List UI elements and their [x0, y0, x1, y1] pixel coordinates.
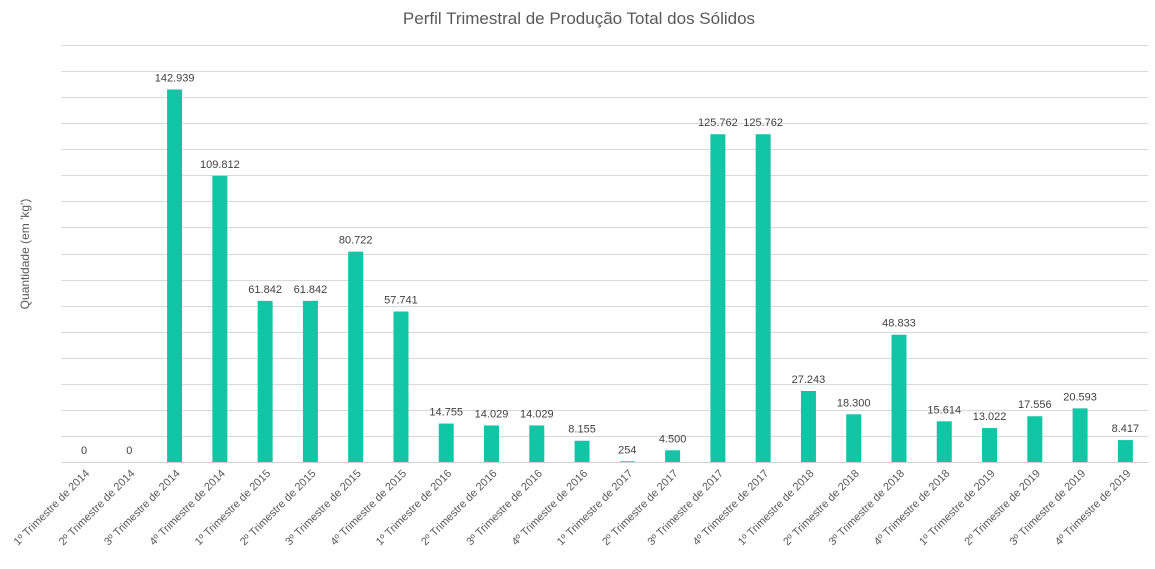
x-tick-label: 4º Trimestre de 2015: [329, 468, 410, 549]
x-tick-label: 4º Trimestre de 2018: [872, 468, 953, 549]
bars: [167, 89, 1133, 462]
data-label: 61.842: [294, 284, 328, 296]
data-label: 20.593: [1063, 391, 1097, 403]
bar: [212, 175, 228, 462]
bar: [393, 311, 409, 462]
x-tick-label: 4º Trimestre de 2019: [1053, 468, 1134, 549]
data-label: 0: [126, 445, 132, 457]
bar: [1072, 408, 1088, 462]
bar: [302, 300, 318, 462]
data-label: 8.417: [1112, 423, 1140, 435]
data-label: 17.556: [1018, 399, 1052, 411]
data-label: 13.022: [973, 411, 1007, 423]
x-tick-label: 3º Trimestre de 2016: [464, 468, 545, 549]
data-label: 57.741: [384, 295, 418, 307]
x-tick-label: 3º Trimestre de 2014: [102, 468, 183, 549]
bar: [438, 423, 454, 462]
data-label: 109.812: [200, 159, 240, 171]
x-tick-label: 3º Trimestre de 2017: [645, 468, 726, 549]
data-label: 4.500: [659, 433, 687, 445]
bar: [1027, 416, 1043, 462]
bar: [710, 134, 726, 462]
data-label: 254: [618, 444, 636, 456]
x-tick-label: 2º Trimestre de 2016: [419, 468, 500, 549]
bar: [800, 390, 816, 462]
bar: [257, 300, 273, 462]
x-tick-label: 4º Trimestre de 2014: [147, 468, 228, 549]
bar: [574, 440, 590, 462]
x-tick-label: 1º Trimestre de 2018: [736, 468, 817, 549]
data-labels: 0 0 142.939 109.812 61.842 61.842 80.722 57.741…: [81, 72, 1139, 457]
x-tick-label: 4º Trimestre de 2016: [510, 468, 591, 549]
data-label: 14.755: [429, 407, 463, 419]
data-label: 142.939: [155, 72, 195, 84]
gridlines: [61, 45, 1148, 463]
x-tick-label: 1º Trimestre de 2016: [374, 468, 455, 549]
y-axis-label: Quantidade (em 'kg'): [18, 199, 32, 310]
data-label: 14.029: [475, 408, 509, 420]
bar: [936, 421, 952, 462]
x-tick-label: 1º Trimestre de 2014: [12, 468, 93, 549]
x-tick-label: 3º Trimestre de 2018: [827, 468, 908, 549]
bar: [167, 89, 183, 462]
bar: [1117, 440, 1133, 462]
bar: [529, 425, 545, 462]
data-label: 0: [81, 445, 87, 457]
bar: [755, 134, 771, 462]
x-tick-label: 3º Trimestre de 2019: [1008, 468, 1089, 549]
data-label: 27.243: [792, 374, 826, 386]
x-tick-label: 2º Trimestre de 2018: [781, 468, 862, 549]
data-label: 18.300: [837, 397, 871, 409]
data-label: 125.762: [698, 117, 738, 129]
bar: [484, 425, 500, 462]
x-tick-label: 4º Trimestre de 2017: [691, 468, 772, 549]
x-tick-label: 2º Trimestre de 2019: [962, 468, 1043, 549]
bar: [891, 334, 907, 462]
data-label: 125.762: [743, 117, 783, 129]
bar: [982, 428, 998, 462]
data-label: 8.155: [568, 424, 596, 436]
bar: [619, 461, 635, 462]
x-tick-label: 1º Trimestre de 2017: [555, 468, 636, 549]
bar: [846, 414, 862, 462]
x-tick-label: 2º Trimestre de 2015: [238, 468, 319, 549]
data-label: 48.833: [882, 318, 916, 330]
x-tick-label: 2º Trimestre de 2014: [57, 468, 138, 549]
x-tick-label: 3º Trimestre de 2015: [283, 468, 364, 549]
data-label: 15.614: [927, 404, 961, 416]
data-label: 14.029: [520, 408, 554, 420]
bar: [665, 450, 681, 462]
chart-title: Perfil Trimestral de Produção Total dos …: [403, 9, 755, 28]
data-label: 61.842: [248, 284, 282, 296]
x-tick-label: 2º Trimestre de 2017: [600, 468, 681, 549]
x-tick-label: 1º Trimestre de 2019: [917, 468, 998, 549]
data-label: 80.722: [339, 235, 373, 247]
x-tick-label: 1º Trimestre de 2015: [193, 468, 274, 549]
bar: [348, 251, 364, 462]
